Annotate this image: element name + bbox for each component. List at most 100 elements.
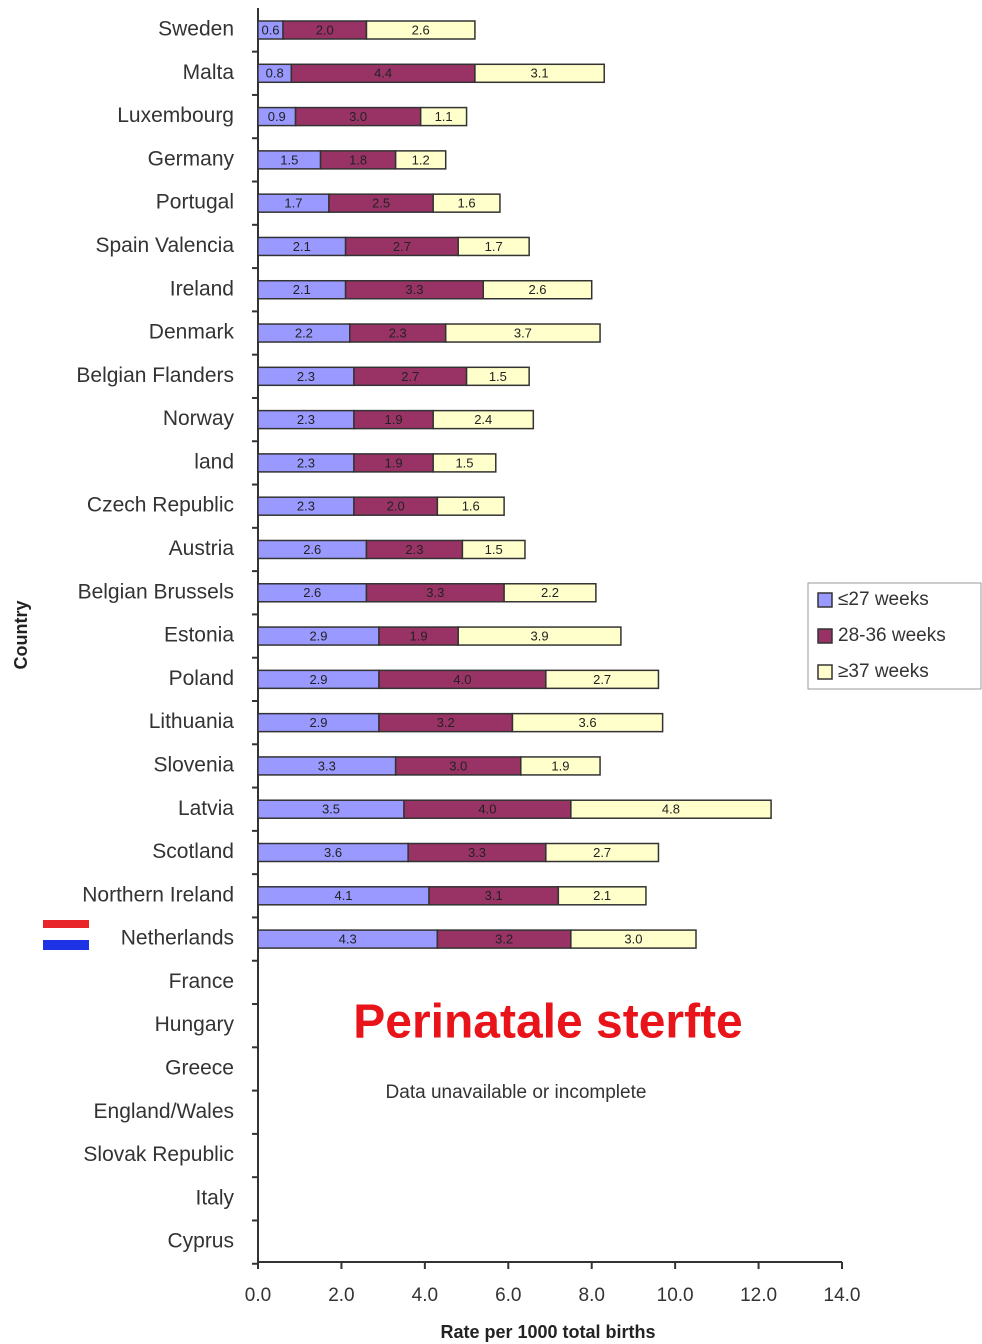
bar-label: 3.3 — [405, 282, 423, 297]
bar-label: 2.9 — [309, 672, 327, 687]
y-tick-label: Spain Valencia — [95, 234, 234, 257]
bar-segment — [545, 669, 660, 690]
bar-label: 3.5 — [322, 802, 340, 817]
bar-segment — [570, 799, 772, 819]
y-tick-label: Latvia — [178, 797, 234, 820]
bar-label: 1.5 — [489, 369, 507, 384]
y-tick-label: Estonia — [164, 624, 234, 647]
legend-label: 28-36 weeks — [838, 625, 946, 646]
bar-label: 2.3 — [297, 369, 315, 384]
bar-label: 1.8 — [349, 152, 367, 167]
y-tick-label: Netherlands — [121, 927, 234, 950]
y-tick-label: Luxembourg — [117, 104, 234, 127]
x-tick-label: 6.0 — [495, 1285, 521, 1306]
bar-label: 2.5 — [372, 196, 390, 211]
bar-label: 2.3 — [405, 542, 423, 557]
x-tick-label: 2.0 — [328, 1285, 354, 1306]
y-tick-label: Italy — [195, 1186, 234, 1209]
bar-label: 1.6 — [462, 499, 480, 514]
bar-segment — [520, 756, 601, 776]
bar-segment — [419, 106, 468, 127]
bar-label: 0.9 — [268, 109, 286, 124]
bar-label: 1.7 — [284, 196, 302, 211]
y-tick-label: Portugal — [156, 191, 234, 214]
y-tick-label: England/Wales — [94, 1100, 234, 1123]
bar-label: 3.9 — [531, 628, 549, 643]
bar-label: 3.3 — [468, 845, 486, 860]
y-tick-label: Malta — [183, 61, 235, 84]
flag-red — [43, 920, 89, 928]
y-tick-label: Lithuania — [149, 710, 235, 733]
bar-segment — [482, 279, 593, 300]
y-tick-label: France — [169, 970, 234, 993]
x-tick-label: 14.0 — [824, 1285, 861, 1306]
bar-label: 3.3 — [426, 585, 444, 600]
bar-label: 2.1 — [593, 888, 611, 903]
y-tick-label: Slovenia — [153, 753, 234, 776]
bar-label: 4.0 — [478, 802, 496, 817]
bar-label: 2.9 — [309, 715, 327, 730]
bar-label: 1.9 — [551, 758, 569, 773]
bar-label: 4.4 — [374, 66, 392, 81]
annotation-title: Perinatale sterfte — [353, 996, 743, 1049]
y-tick-label: Northern Ireland — [82, 883, 234, 906]
bar-segment — [545, 842, 660, 863]
bar-segment — [432, 193, 501, 213]
bar-label: 2.6 — [303, 585, 321, 600]
bar-segment — [432, 409, 535, 430]
bar-label: 2.2 — [541, 585, 559, 600]
legend-swatch — [817, 664, 833, 680]
bar-label: 3.0 — [624, 932, 642, 947]
bar-label: 3.6 — [324, 845, 342, 860]
bar-segment — [436, 496, 505, 516]
y-tick-label: Sweden — [158, 18, 234, 41]
bar-label: 3.2 — [495, 932, 513, 947]
bar-label: 2.6 — [412, 22, 430, 37]
bar-label: 2.7 — [593, 672, 611, 687]
y-tick-label: Cyprus — [167, 1230, 234, 1253]
bar-segment — [557, 886, 647, 906]
bar-label: 0.8 — [266, 66, 284, 81]
bar-segment — [444, 323, 601, 343]
y-tick-label: Austria — [169, 537, 235, 560]
bar-label: 3.3 — [318, 758, 336, 773]
bar-label: 2.7 — [593, 845, 611, 860]
y-tick-label: Greece — [165, 1057, 234, 1080]
bar-label: 2.2 — [295, 325, 313, 340]
bar-label: 2.6 — [528, 282, 546, 297]
y-tick-label: Czech Republic — [87, 494, 234, 517]
bar-segment — [365, 20, 476, 40]
bar-label: 0.6 — [261, 22, 279, 37]
bar-segment — [461, 539, 526, 560]
bar-segment — [457, 236, 530, 257]
bar-label: 1.2 — [412, 152, 430, 167]
bar-label: 2.3 — [297, 455, 315, 470]
bar-label: 2.0 — [316, 22, 334, 37]
bar-segment — [432, 453, 497, 473]
bar-label: 2.3 — [389, 325, 407, 340]
bar-label: 2.7 — [393, 239, 411, 254]
legend-box — [807, 582, 982, 690]
bar-label: 2.0 — [387, 499, 405, 514]
x-tick-label: 10.0 — [657, 1285, 694, 1306]
bar-label: 1.9 — [410, 628, 428, 643]
bar-segment — [570, 929, 697, 949]
y-tick-label: Slovak Republic — [83, 1143, 234, 1166]
bar-label: 2.9 — [309, 628, 327, 643]
y-tick-label: Belgian Flanders — [76, 364, 234, 387]
bar-label: 3.7 — [514, 325, 532, 340]
x-tick-label: 4.0 — [412, 1285, 438, 1306]
bar-label: 2.4 — [474, 412, 492, 427]
y-tick-label: Norway — [163, 407, 235, 430]
legend-label: ≤27 weeks — [838, 589, 929, 610]
x-tick-label: 12.0 — [740, 1285, 777, 1306]
bar-label: 2.3 — [297, 499, 315, 514]
bar-label: 1.6 — [458, 196, 476, 211]
legend-label: ≥37 weeks — [838, 661, 929, 682]
bar-label: 3.2 — [437, 715, 455, 730]
bar-label: 3.0 — [449, 758, 467, 773]
legend-swatch — [817, 628, 833, 644]
y-tick-label: Poland — [169, 667, 234, 690]
